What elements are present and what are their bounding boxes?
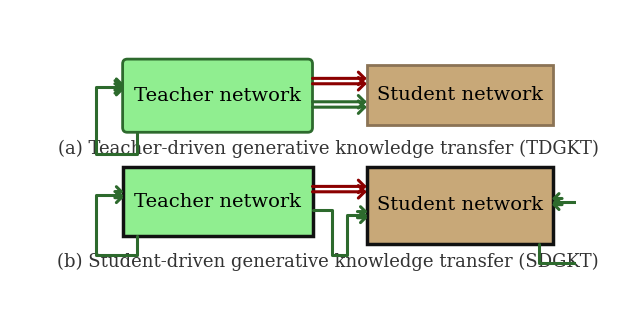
Text: Teacher network: Teacher network: [134, 87, 301, 105]
FancyBboxPatch shape: [123, 59, 312, 132]
Text: (a) Teacher-driven generative knowledge transfer (TDGKT): (a) Teacher-driven generative knowledge …: [58, 140, 598, 158]
Bar: [367, 167, 553, 244]
Bar: [123, 167, 312, 236]
Text: (b) Student-driven generative knowledge transfer (SDGKT): (b) Student-driven generative knowledge …: [57, 253, 599, 271]
Text: Student network: Student network: [377, 197, 543, 214]
Text: Teacher network: Teacher network: [134, 192, 301, 211]
Text: Student network: Student network: [377, 85, 543, 104]
Bar: [367, 64, 553, 125]
